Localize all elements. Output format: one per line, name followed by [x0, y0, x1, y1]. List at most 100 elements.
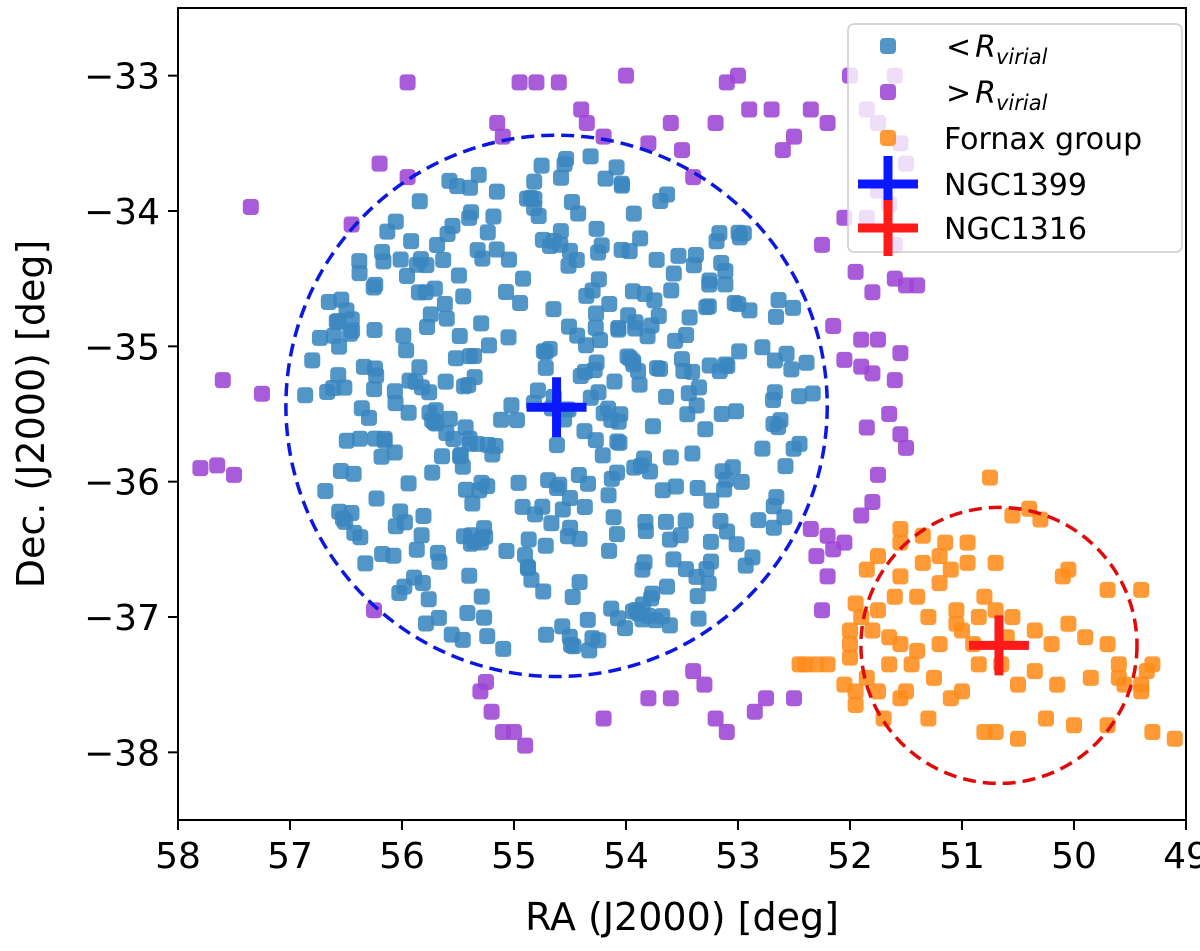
inner-point	[670, 247, 687, 264]
inner-point	[414, 575, 431, 592]
legend-subscript: virial	[996, 45, 1048, 69]
inner-point	[716, 481, 733, 498]
inner-point	[351, 265, 368, 282]
inner-point	[436, 295, 453, 312]
inner-point	[395, 327, 412, 344]
inner-point	[770, 419, 787, 436]
inner-point	[688, 397, 705, 414]
inner-point	[553, 169, 570, 186]
inner-point	[703, 492, 720, 509]
inner-point	[754, 339, 771, 356]
inner-point	[634, 611, 651, 628]
legend-label-outer: > Rvirial	[946, 76, 1048, 115]
inner-point	[523, 571, 540, 588]
x-tick-label: 58	[155, 836, 201, 877]
inner-point	[543, 515, 560, 532]
inner-point	[733, 473, 750, 490]
inner-point	[437, 373, 454, 390]
inner-point	[346, 524, 363, 541]
inner-point	[569, 327, 586, 344]
inner-point	[698, 561, 715, 578]
inner-point	[400, 404, 417, 421]
inner-point	[663, 282, 680, 299]
inner-point	[552, 223, 569, 240]
inner-point	[398, 342, 415, 359]
fornax-point	[791, 656, 808, 673]
inner-point	[320, 293, 337, 310]
inner-point	[411, 359, 428, 376]
outer-point	[550, 74, 567, 91]
inner-point	[593, 237, 610, 254]
inner-point	[332, 462, 349, 479]
inner-point	[400, 475, 417, 492]
inner-point	[429, 236, 446, 253]
fornax-point	[1082, 669, 1099, 686]
inner-point	[480, 337, 497, 354]
inner-point	[334, 510, 351, 527]
outer-point	[696, 676, 713, 693]
inner-point	[689, 480, 706, 497]
inner-point	[727, 403, 744, 420]
fornax-point	[1110, 656, 1127, 673]
inner-point	[445, 430, 462, 447]
inner-point	[633, 457, 650, 474]
fornax-point	[1049, 676, 1066, 693]
fornax-point	[1099, 636, 1116, 653]
inner-point	[519, 559, 536, 576]
outer-point	[707, 115, 724, 132]
outer-point	[864, 284, 881, 301]
fornax-point	[847, 696, 864, 713]
inner-point	[606, 373, 623, 390]
inner-point	[459, 605, 476, 622]
inner-point	[456, 378, 473, 395]
inner-point	[368, 367, 385, 384]
inner-point	[650, 308, 667, 325]
legend-label-inner: < Rvirial	[946, 30, 1048, 69]
inner-point	[479, 224, 496, 241]
fornax-point	[909, 588, 926, 605]
fornax-point	[1026, 663, 1043, 680]
inner-point	[587, 432, 604, 449]
outer-point	[685, 663, 702, 680]
inner-point	[712, 512, 729, 529]
fornax-point	[1166, 730, 1183, 747]
inner-point	[588, 305, 605, 322]
inner-point	[444, 217, 461, 234]
x-tick-label: 49	[1163, 836, 1200, 877]
outer-point	[819, 527, 836, 544]
inner-point	[590, 384, 607, 401]
inner-point	[368, 490, 385, 507]
inner-point	[558, 150, 575, 167]
inner-point	[588, 220, 605, 237]
inner-point	[580, 475, 597, 492]
inner-point	[485, 208, 502, 225]
inner-point	[419, 319, 436, 336]
inner-point	[355, 358, 372, 375]
inner-point	[476, 609, 493, 626]
inner-point	[345, 465, 362, 482]
inner-point	[590, 632, 607, 649]
inner-point	[510, 474, 527, 491]
inner-point	[610, 321, 627, 338]
outer-point	[640, 135, 657, 152]
inner-point	[455, 288, 472, 305]
inner-point	[357, 555, 374, 572]
inner-point	[770, 292, 787, 309]
outer-point	[786, 690, 802, 707]
outer-point	[898, 439, 914, 456]
outer-point	[674, 142, 690, 159]
outer-point	[618, 67, 634, 84]
fornax-point	[842, 649, 858, 666]
inner-point	[565, 638, 582, 655]
fornax-point	[870, 602, 886, 619]
inner-point	[392, 251, 409, 268]
outer-point	[763, 101, 780, 118]
inner-point	[422, 306, 439, 323]
inner-point	[701, 357, 718, 374]
x-tick-label: 55	[491, 836, 537, 877]
inner-point	[672, 527, 689, 544]
fornax-point	[870, 548, 886, 565]
outer-point	[870, 331, 886, 348]
legend-label-ngc1399: NGC1399	[944, 168, 1087, 203]
outer-point	[595, 128, 612, 145]
